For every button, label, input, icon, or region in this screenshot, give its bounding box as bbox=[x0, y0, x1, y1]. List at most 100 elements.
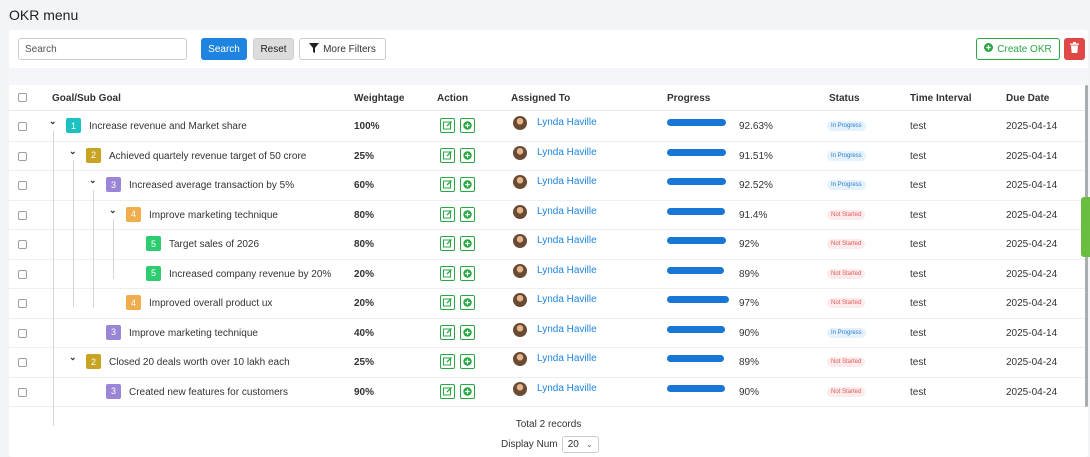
add-subgoal-icon[interactable] bbox=[460, 177, 475, 192]
chevron-down-icon[interactable]: ⌄ bbox=[89, 175, 97, 185]
assignee-link[interactable]: Lynda Haville bbox=[537, 176, 597, 187]
create-okr-label: Create OKR bbox=[997, 43, 1052, 55]
progress-bar bbox=[667, 237, 726, 244]
goal-title[interactable]: Target sales of 2026 bbox=[169, 239, 260, 250]
goal-title[interactable]: Achieved quartely revenue target of 50 c… bbox=[109, 150, 307, 162]
goal-title[interactable]: Increase revenue and Market share bbox=[89, 121, 247, 132]
tree-connector bbox=[53, 131, 54, 426]
col-action: Action bbox=[437, 93, 469, 104]
assignee-link[interactable]: Lynda Haville bbox=[537, 205, 597, 217]
assignee-link[interactable]: Lynda Haville bbox=[537, 323, 597, 335]
chevron-down-icon[interactable]: ⌄ bbox=[109, 204, 117, 215]
tree-connector bbox=[73, 160, 74, 307]
row-checkbox[interactable] bbox=[18, 299, 27, 308]
edit-icon[interactable] bbox=[440, 206, 455, 222]
edit-icon[interactable] bbox=[440, 324, 455, 340]
progress-bar bbox=[667, 325, 725, 333]
search-button-label: Search bbox=[208, 43, 240, 55]
goal-title[interactable]: Improved overall product ux bbox=[149, 298, 273, 309]
row-checkbox[interactable] bbox=[18, 269, 27, 279]
goal-title[interactable]: Increased average transaction by 5% bbox=[129, 180, 295, 191]
display-num-label: Display Num bbox=[501, 439, 558, 450]
avatar bbox=[513, 263, 527, 278]
goal-title[interactable]: Improve marketing technique bbox=[129, 327, 258, 339]
more-filters-button[interactable]: More Filters bbox=[299, 38, 386, 60]
chevron-down-icon[interactable]: ⌄ bbox=[49, 116, 57, 126]
row-checkbox[interactable] bbox=[18, 210, 27, 220]
row-checkbox[interactable] bbox=[18, 240, 27, 249]
edit-icon[interactable] bbox=[440, 236, 455, 251]
due-date: 2025-04-14 bbox=[1006, 327, 1058, 339]
due-date: 2025-04-24 bbox=[1006, 209, 1058, 221]
row-checkbox[interactable] bbox=[18, 358, 27, 367]
progress-bar bbox=[667, 266, 724, 274]
level-badge: 4 bbox=[126, 206, 141, 222]
assignee-link[interactable]: Lynda Haville bbox=[537, 146, 597, 158]
search-button[interactable]: Search bbox=[201, 38, 247, 60]
edit-icon[interactable] bbox=[440, 354, 455, 369]
due-date: 2025-04-24 bbox=[1006, 386, 1058, 398]
add-subgoal-icon[interactable] bbox=[460, 265, 475, 281]
avatar bbox=[513, 145, 527, 160]
display-num-value: 20 bbox=[567, 439, 579, 450]
row-checkbox[interactable] bbox=[18, 387, 27, 397]
status-badge: Not Started bbox=[827, 268, 866, 279]
due-date: 2025-04-24 bbox=[1006, 298, 1058, 309]
total-records: Total 2 records bbox=[515, 419, 582, 430]
display-num-select[interactable]: 20 ⌄ bbox=[561, 436, 599, 453]
assignee-link[interactable]: Lynda Haville bbox=[537, 294, 597, 305]
edit-icon[interactable] bbox=[440, 295, 455, 310]
edit-icon[interactable] bbox=[440, 118, 455, 133]
add-subgoal-icon[interactable] bbox=[460, 354, 475, 369]
row-checkbox[interactable] bbox=[18, 181, 27, 190]
reset-button-label: Reset bbox=[260, 43, 287, 55]
table-row: 3 Created new features for customers 90% Ly… bbox=[9, 378, 1088, 407]
assignee-link[interactable]: Lynda Haville bbox=[537, 382, 597, 394]
assignee-link[interactable]: Lynda Haville bbox=[537, 353, 597, 364]
add-subgoal-icon[interactable] bbox=[460, 118, 475, 133]
tree-connector bbox=[93, 190, 94, 308]
status-badge: In Progress bbox=[827, 327, 866, 338]
assignee-link[interactable]: Lynda Haville bbox=[537, 117, 597, 128]
progress-value: 92.52% bbox=[739, 180, 773, 191]
weightage-value: 80% bbox=[354, 209, 375, 221]
plus-circle-icon bbox=[984, 43, 994, 55]
avatar bbox=[513, 293, 527, 307]
add-subgoal-icon[interactable] bbox=[460, 147, 475, 163]
add-subgoal-icon[interactable] bbox=[460, 236, 475, 251]
goal-title[interactable]: Increased company revenue by 20% bbox=[169, 268, 332, 280]
row-checkbox[interactable] bbox=[18, 151, 27, 161]
add-subgoal-icon[interactable] bbox=[460, 295, 475, 310]
edit-icon[interactable] bbox=[440, 383, 455, 399]
search-input[interactable] bbox=[18, 38, 187, 60]
add-subgoal-icon[interactable] bbox=[460, 324, 475, 340]
chevron-down-icon: ⌄ bbox=[585, 440, 593, 449]
avatar bbox=[513, 175, 527, 189]
row-checkbox[interactable] bbox=[18, 328, 27, 338]
edit-icon[interactable] bbox=[440, 147, 455, 163]
row-checkbox[interactable] bbox=[18, 122, 27, 131]
add-subgoal-icon[interactable] bbox=[460, 383, 475, 399]
assignee-link[interactable]: Lynda Haville bbox=[537, 235, 597, 246]
goal-title[interactable]: Improve marketing technique bbox=[149, 209, 278, 221]
assignee-link[interactable]: Lynda Haville bbox=[537, 264, 597, 276]
add-subgoal-icon[interactable] bbox=[460, 206, 475, 222]
delete-button[interactable] bbox=[1064, 38, 1085, 60]
weightage-value: 20% bbox=[354, 268, 375, 280]
table-row: ⌄ 2 Closed 20 deals worth over 10 lakh eac… bbox=[9, 348, 1088, 378]
select-all-checkbox[interactable] bbox=[18, 93, 27, 102]
chevron-down-icon[interactable]: ⌄ bbox=[69, 145, 77, 156]
level-badge: 2 bbox=[86, 147, 101, 163]
edit-icon[interactable] bbox=[440, 265, 455, 281]
goal-title[interactable]: Closed 20 deals worth over 10 lakh each bbox=[109, 357, 290, 368]
table-row: ⌄ 3 Increased average transaction by 5% 60%… bbox=[9, 171, 1088, 201]
weightage-value: 20% bbox=[354, 298, 375, 309]
reset-button[interactable]: Reset bbox=[253, 38, 294, 60]
side-feedback-tab[interactable] bbox=[1081, 197, 1090, 257]
goal-title[interactable]: Created new features for customers bbox=[129, 386, 288, 398]
more-filters-label: More Filters bbox=[323, 43, 376, 55]
chevron-down-icon[interactable]: ⌄ bbox=[69, 352, 77, 362]
edit-icon[interactable] bbox=[440, 177, 455, 192]
create-okr-button[interactable]: Create OKR bbox=[976, 38, 1060, 60]
status-badge: Not Started bbox=[827, 386, 866, 397]
